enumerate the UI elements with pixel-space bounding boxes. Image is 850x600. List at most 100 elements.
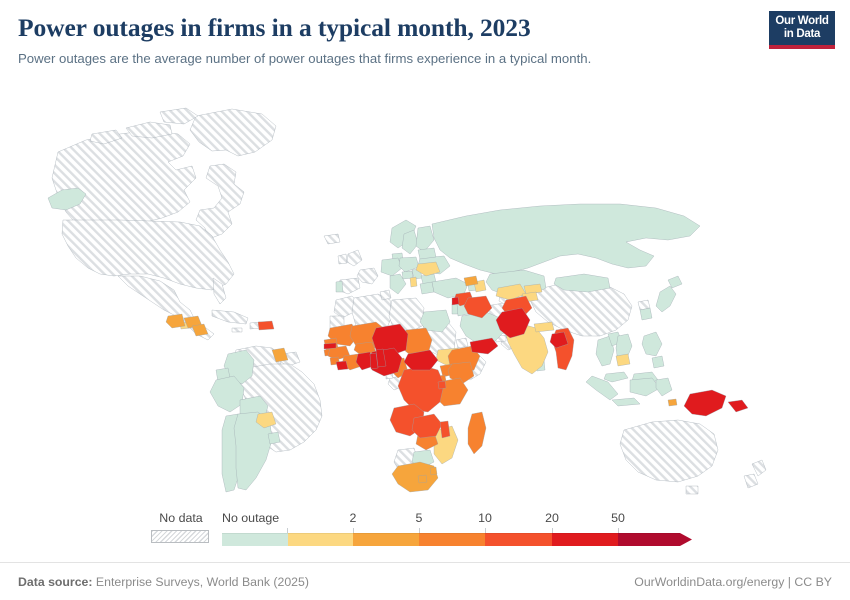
country-alaska: [48, 188, 86, 210]
country-tasmania: [686, 486, 698, 494]
country-uzbekistan: [496, 284, 526, 300]
country-pakistan: [496, 308, 530, 338]
country-malaysia: [604, 372, 628, 382]
legend-no-data-group[interactable]: No data: [151, 511, 211, 544]
country-ghana: [356, 352, 374, 370]
legend-arrow-cap-icon: [680, 533, 692, 546]
country-peru: [210, 376, 244, 412]
country-benin: [376, 349, 386, 367]
legend-tick-50: 50: [611, 511, 625, 525]
country-bangladesh: [550, 332, 568, 348]
country-france: [357, 268, 378, 284]
legend-label-no-outage: No outage: [222, 511, 280, 525]
country-canada-arctic-3: [160, 108, 198, 124]
country-madagascar: [468, 412, 486, 454]
world-choropleth-map[interactable]: [0, 78, 850, 498]
legend-tick-labels: No outage 2 5 10 20 50: [222, 512, 692, 527]
legend-segment-no-outage[interactable]: [222, 533, 288, 546]
country-eritrea: [456, 338, 468, 348]
country-south-korea: [640, 308, 652, 320]
country-russia: [432, 204, 700, 274]
country-guatemala: [166, 314, 185, 328]
country-paraguay: [256, 412, 276, 428]
country-iceland: [324, 234, 340, 244]
legend-color-ramp[interactable]: No outage 2 5 10 20 50: [222, 512, 692, 550]
world-map-container[interactable]: [0, 78, 850, 498]
legend-tickmark-10: [485, 528, 486, 533]
legend-gradient-bar[interactable]: [222, 533, 692, 546]
chart-subtitle: Power outages are the average number of …: [18, 50, 592, 66]
country-eswatini: [430, 467, 437, 475]
country-canada-arctic-2: [90, 130, 122, 144]
legend-tickmark-5: [419, 528, 420, 533]
data-source-text: Enterprise Surveys, World Bank (2025): [95, 574, 309, 589]
country-jamaica: [232, 328, 242, 332]
country-united-kingdom: [347, 250, 362, 266]
country-philippines-2: [652, 356, 664, 368]
country-italy: [390, 274, 406, 294]
chart-footer: Data source: Enterprise Surveys, World B…: [0, 562, 850, 600]
country-new-zealand-south: [744, 474, 758, 488]
country-burundi: [438, 381, 446, 389]
country-united-states: [62, 220, 234, 290]
country-mongolia: [554, 274, 610, 292]
country-timor-leste: [668, 399, 677, 406]
country-nepal: [534, 322, 554, 332]
country-japan: [656, 286, 676, 312]
country-south-africa: [392, 462, 438, 492]
country-solomon-islands: [728, 400, 748, 412]
country-egypt: [420, 310, 450, 332]
country-central-african-republic: [404, 350, 438, 370]
legend-tick-10: 10: [478, 511, 492, 525]
country-liberia: [336, 361, 348, 370]
country-greenland: [190, 109, 276, 156]
legend-segment-2-5[interactable]: [353, 533, 419, 546]
country-sweden: [402, 230, 418, 254]
owid-logo-line1: Our World: [775, 15, 829, 28]
chart-header: Power outages in firms in a typical mont…: [0, 0, 850, 78]
country-zambia: [412, 414, 442, 438]
legend-tick-20: 20: [545, 511, 559, 525]
country-kyrgyzstan: [524, 284, 542, 294]
map-group-bin-5-10: [324, 322, 486, 454]
legend-no-data-swatch[interactable]: [151, 530, 209, 544]
country-philippines: [642, 332, 662, 356]
legend-tickmark-50: [618, 528, 619, 533]
attribution-link[interactable]: OurWorldinData.org/energy | CC BY: [634, 574, 832, 589]
legend-tickmark-20: [552, 528, 553, 533]
country-indonesia-sulawesi: [656, 378, 672, 396]
country-cambodia: [616, 354, 630, 366]
country-dominican-republic: [258, 321, 274, 330]
owid-logo[interactable]: Our World in Data: [769, 11, 835, 49]
country-papua-new-guinea: [684, 390, 726, 416]
country-indonesia-borneo: [630, 378, 660, 396]
country-colombia: [224, 350, 254, 384]
data-source: Data source: Enterprise Surveys, World B…: [18, 575, 309, 589]
country-dr-congo: [398, 366, 444, 412]
country-indonesia-sumatra: [586, 376, 618, 400]
country-togo: [370, 353, 378, 369]
legend-segment-5-10[interactable]: [419, 533, 485, 546]
owid-logo-line2: in Data: [783, 28, 821, 40]
country-uruguay: [268, 432, 280, 444]
legend-segment-50-plus[interactable]: [618, 533, 680, 546]
country-georgia: [464, 276, 478, 286]
legend-no-data-label: No data: [159, 511, 203, 525]
country-new-zealand: [752, 460, 766, 476]
country-lesotho: [418, 475, 427, 483]
country-united-states-florida: [213, 278, 226, 304]
country-japan-hokkaido: [668, 276, 682, 288]
page-title: Power outages in firms in a typical mont…: [18, 13, 531, 42]
map-group-bin-20-50: [324, 297, 748, 416]
legend-tick-2: 2: [349, 511, 357, 525]
data-source-prefix: Data source:: [18, 574, 93, 589]
legend-segment-20-50[interactable]: [552, 533, 618, 546]
legend-tickmark-mid-no-outage: [287, 528, 288, 533]
country-iraq: [464, 296, 492, 318]
country-canada-arctic-1: [126, 122, 172, 138]
country-nicaragua: [192, 324, 208, 336]
country-finland: [416, 226, 434, 252]
legend-segment-10-20[interactable]: [485, 533, 552, 546]
legend-segment-0-2[interactable]: [288, 533, 353, 546]
country-guyana: [272, 348, 288, 362]
